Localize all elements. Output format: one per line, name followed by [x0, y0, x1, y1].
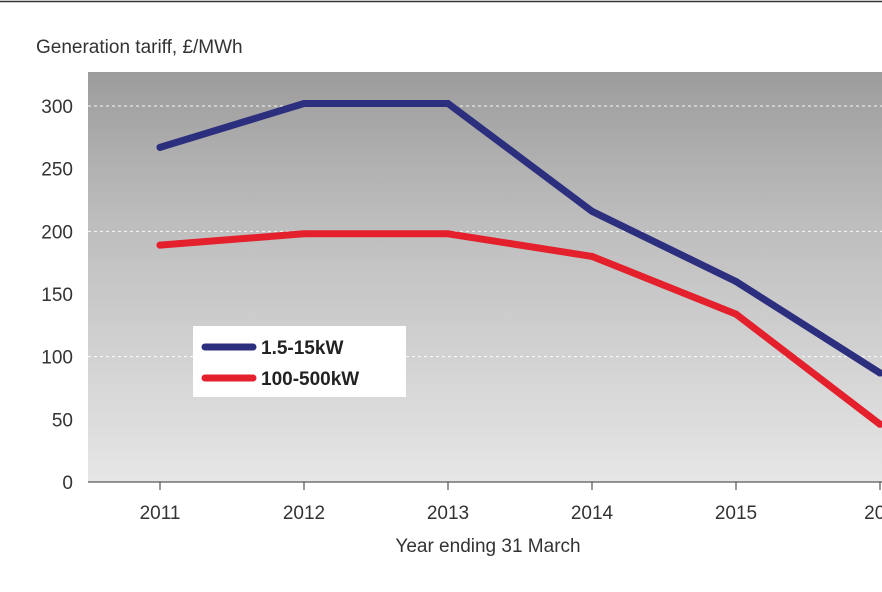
data-point-100-500kw-2011: [157, 242, 164, 249]
x-axis-title: Year ending 31 March: [395, 536, 580, 557]
legend-label-100-500kw: 100-500kW: [261, 369, 359, 390]
y-axis-title: Generation tariff, £/MWh: [36, 37, 243, 58]
y-tick-label-250: 250: [41, 160, 73, 181]
data-point-100-500kw-2014: [589, 253, 596, 260]
x-tick-label-2012: 2012: [283, 503, 325, 524]
data-point-100-500kw-2013: [445, 230, 452, 237]
x-tick-label-2013: 2013: [427, 503, 469, 524]
legend-label-1-5-15kw: 1.5-15kW: [261, 338, 343, 359]
y-tick-label-200: 200: [41, 222, 73, 243]
data-point-1-5-15kw-2015: [733, 278, 740, 285]
y-tick-label-100: 100: [41, 348, 73, 369]
data-point-100-500kw-2012: [301, 230, 308, 237]
y-tick-label-150: 150: [41, 285, 73, 306]
y-tick-label-300: 300: [41, 97, 73, 118]
y-tick-label-50: 50: [52, 410, 73, 431]
x-tick-label-2014: 2014: [571, 503, 614, 524]
y-tick-label-0: 0: [62, 473, 73, 494]
data-point-1-5-15kw-2011: [157, 144, 164, 151]
x-tick-label-2016: 201: [864, 503, 882, 524]
x-tick-label-2015: 2015: [715, 503, 757, 524]
data-point-100-500kw-2015: [733, 311, 740, 318]
data-point-1-5-15kw-2012: [301, 100, 308, 107]
data-point-1-5-15kw-2014: [589, 208, 596, 215]
x-tick-label-2011: 2011: [140, 503, 181, 524]
data-point-1-5-15kw-2013: [445, 100, 452, 107]
